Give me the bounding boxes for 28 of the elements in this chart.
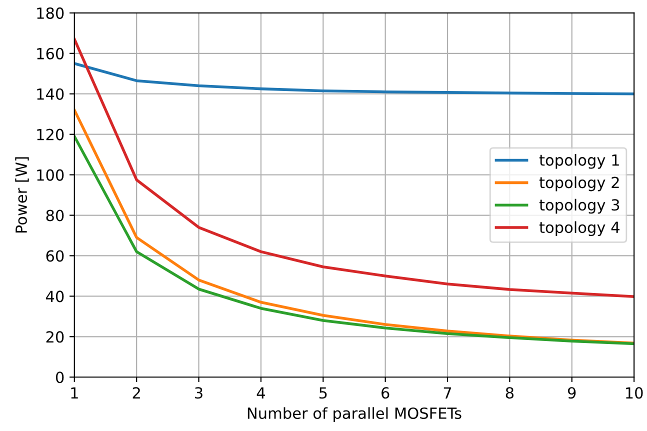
- x-tick-label: 4: [256, 387, 265, 398]
- y-tick-label: 100: [37, 169, 64, 181]
- y-tick-label: 80: [46, 210, 64, 222]
- y-tick-label: 20: [46, 331, 64, 343]
- y-tick-label: 180: [37, 7, 64, 19]
- line-series: [74, 62, 634, 96]
- x-tick-label: 8: [506, 387, 514, 399]
- legend-label: topology 4: [539, 221, 620, 236]
- legend-label: topology 3: [539, 198, 620, 214]
- x-tick-label: 2: [132, 387, 140, 398]
- x-tick-label: 10: [626, 387, 643, 399]
- x-tick-label: 7: [444, 387, 452, 398]
- legend-label: topology 2: [539, 176, 619, 192]
- y-tick-label: 120: [37, 128, 64, 140]
- legend-label: topology 1: [539, 154, 619, 169]
- y-tick-label: 140: [37, 88, 64, 100]
- x-axis-title: Number of parallel MOSFETs: [248, 407, 462, 422]
- x-tick-label: 1: [71, 387, 78, 398]
- y-tick-label: 160: [37, 48, 64, 60]
- y-axis-title: Power [W]: [15, 157, 29, 233]
- line-series: [74, 38, 634, 298]
- y-tick-label: 60: [46, 250, 64, 262]
- x-tick-label: 6: [382, 387, 390, 399]
- y-tick-label: 0: [56, 372, 64, 384]
- x-tick-label: 9: [568, 387, 576, 399]
- y-tick-label: 40: [46, 290, 64, 302]
- x-tick-label: 3: [195, 387, 202, 399]
- x-tick-label: 5: [319, 387, 327, 399]
